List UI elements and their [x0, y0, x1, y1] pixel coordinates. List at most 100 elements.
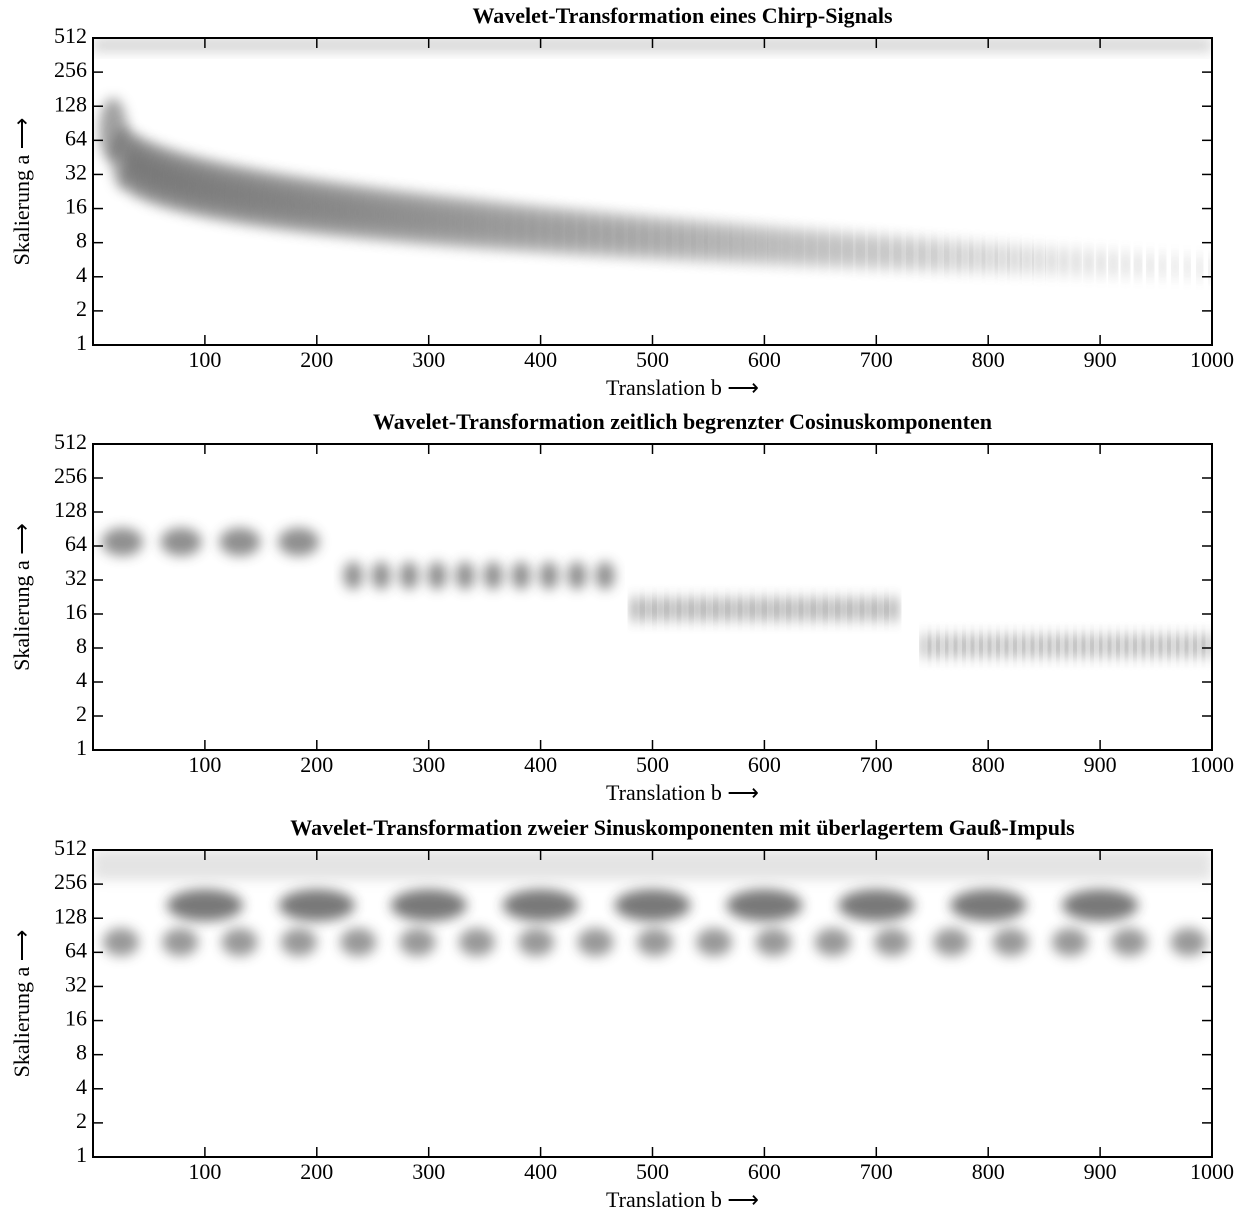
y-tick-label: 4	[76, 262, 87, 287]
scalogram-texture	[644, 595, 653, 624]
scalogram-texture	[939, 631, 946, 660]
scalogram-texture	[848, 230, 860, 271]
scalogram-texture	[668, 595, 678, 624]
scalogram-texture	[518, 928, 555, 957]
scalogram-texture	[885, 233, 896, 272]
y-tick-label: 8	[76, 633, 87, 658]
scalogram-texture	[729, 595, 739, 624]
y-tick-label: 256	[54, 463, 87, 488]
scalogram-texture	[1010, 241, 1019, 277]
scalogram-texture	[399, 928, 436, 957]
x-tick-label: 300	[412, 752, 445, 777]
y-tick-label: 32	[65, 971, 87, 996]
x-tick-label: 800	[972, 347, 1005, 372]
scalogram-texture	[999, 631, 1006, 660]
scalogram-texture	[458, 928, 495, 957]
scalogram-texture	[1007, 631, 1014, 660]
y-tick-label: 16	[65, 194, 87, 219]
scalogram-texture	[948, 237, 958, 275]
scalogram-texture	[698, 219, 713, 264]
scalogram-texture	[1062, 889, 1139, 922]
scalogram-texture	[1197, 253, 1202, 282]
x-tick-label: 500	[636, 1159, 669, 1184]
scalogram-texture	[985, 240, 994, 276]
scalogram-texture	[595, 561, 615, 590]
x-tick-label: 400	[524, 1159, 557, 1184]
heatmap	[93, 38, 1212, 345]
scalogram-texture	[692, 595, 702, 624]
scalogram-texture	[1059, 631, 1066, 660]
scalogram-texture	[656, 595, 665, 624]
scalogram-texture	[278, 889, 355, 922]
x-tick-label: 400	[524, 752, 557, 777]
x-tick-label: 600	[748, 752, 781, 777]
scalogram-texture	[1060, 244, 1067, 278]
scalogram-texture	[923, 235, 933, 274]
y-tick-label: 2	[76, 296, 87, 321]
scalogram-texture	[860, 231, 872, 271]
y-tick-label: 128	[54, 497, 87, 522]
scalogram-texture	[278, 527, 320, 556]
scalogram-texture	[838, 889, 915, 922]
scalogram-texture	[1016, 631, 1023, 660]
x-tick-label: 900	[1084, 752, 1117, 777]
scalogram-texture	[1187, 631, 1194, 660]
y-tick-label: 8	[76, 228, 87, 253]
y-tick-label: 64	[65, 125, 87, 150]
scalogram-texture	[827, 595, 836, 624]
x-tick-label: 1000	[1190, 1159, 1234, 1184]
x-axis-label: Translation b ⟶	[606, 1187, 759, 1212]
scalogram-texture	[611, 211, 628, 260]
y-axis-label: Skalierung a ⟶	[9, 523, 34, 671]
x-tick-label: 700	[860, 1159, 893, 1184]
scalogram-texture	[1098, 247, 1104, 280]
scalogram-texture	[723, 221, 738, 265]
heatmap-background	[93, 444, 1212, 750]
scalogram-texture	[761, 224, 774, 267]
y-tick-label: 1	[76, 1142, 87, 1167]
chart-title: Wavelet-Transformation eines Chirp-Signa…	[472, 3, 892, 28]
scalogram-texture	[705, 595, 714, 624]
scalogram-texture	[511, 561, 531, 590]
y-tick-label: 256	[54, 57, 87, 82]
scalogram-texture	[340, 928, 377, 957]
scalogram-texture	[790, 595, 800, 624]
scalogram-texture	[1153, 631, 1160, 660]
scalogram-texture	[960, 238, 970, 275]
scalogram-texture	[965, 631, 972, 660]
y-tick-label: 16	[65, 599, 87, 624]
scalogram-texture	[1048, 244, 1055, 278]
y-tick-label: 512	[54, 23, 87, 48]
y-tick-label: 2	[76, 1108, 87, 1133]
scalogram-texture	[101, 527, 143, 556]
scalogram-texture	[755, 928, 792, 957]
x-tick-label: 500	[636, 752, 669, 777]
y-axis-label: Skalierung a ⟶	[9, 118, 34, 266]
scalogram-texture	[1102, 631, 1109, 660]
scalogram-texture	[623, 212, 640, 260]
scalogram-texture	[673, 217, 689, 263]
scalogram-texture	[1033, 631, 1040, 660]
scalogram-texture	[748, 223, 762, 267]
scalogram-texture	[798, 226, 811, 269]
scalogram-texture	[888, 595, 897, 624]
scalogram-texture	[399, 561, 419, 590]
heatmap	[93, 444, 1212, 750]
x-tick-label: 1000	[1190, 752, 1234, 777]
scalogram-texture	[577, 928, 614, 957]
scalogram-texture	[1093, 631, 1100, 660]
scalogram-texture	[1160, 251, 1165, 281]
scalogram-texture	[950, 889, 1027, 922]
scalogram-texture	[614, 889, 691, 922]
scalogram-texture	[586, 209, 604, 258]
x-tick-label: 100	[188, 1159, 221, 1184]
scalogram-texture	[1136, 631, 1143, 660]
scalogram-texture	[390, 889, 467, 922]
scalogram-texture	[802, 595, 812, 624]
scalogram-texture	[483, 561, 503, 590]
scalogram-texture	[778, 595, 787, 624]
x-tick-label: 100	[188, 752, 221, 777]
scalogram-texture	[785, 225, 799, 268]
y-tick-label: 2	[76, 701, 87, 726]
scalogram-texture	[539, 561, 559, 590]
